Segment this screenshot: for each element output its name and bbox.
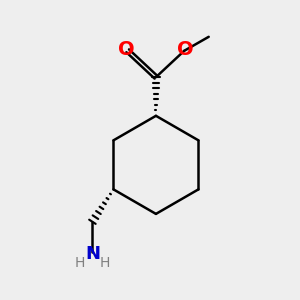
Text: N: N: [85, 245, 100, 263]
Text: O: O: [118, 40, 134, 59]
Text: H: H: [100, 256, 110, 270]
Text: H: H: [75, 256, 85, 270]
Text: O: O: [177, 40, 194, 59]
